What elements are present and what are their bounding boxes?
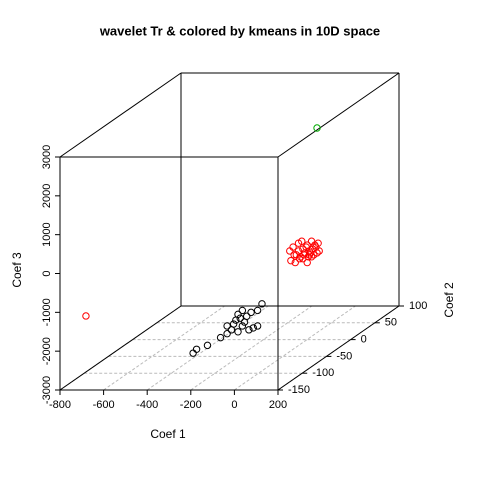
point bbox=[300, 251, 308, 259]
z-axis-label: Coef 3 bbox=[10, 252, 24, 288]
point bbox=[247, 308, 255, 317]
box-edge bbox=[59, 305, 182, 391]
grid-line bbox=[103, 305, 225, 391]
x-tick-label: 0 bbox=[231, 399, 237, 411]
grid-line bbox=[146, 305, 269, 391]
x-tick-label: -600 bbox=[93, 399, 115, 411]
grid-line bbox=[234, 305, 356, 391]
point bbox=[307, 253, 316, 261]
point bbox=[249, 324, 257, 332]
z-tick-label: -1000 bbox=[41, 298, 53, 326]
point bbox=[236, 314, 244, 322]
point bbox=[291, 258, 299, 267]
box-edge bbox=[277, 72, 400, 158]
x-tick-label: -800 bbox=[49, 399, 71, 411]
point bbox=[253, 306, 262, 315]
point bbox=[223, 322, 231, 330]
z-tick-label: 2000 bbox=[41, 184, 53, 208]
point bbox=[308, 245, 317, 253]
point bbox=[216, 333, 225, 342]
x-tick-label: -200 bbox=[180, 399, 202, 411]
point bbox=[238, 322, 247, 330]
point bbox=[299, 255, 307, 263]
box-edge bbox=[59, 72, 182, 158]
point bbox=[189, 349, 197, 357]
point bbox=[82, 312, 90, 320]
x-tick-label: -400 bbox=[136, 399, 158, 411]
point bbox=[311, 241, 319, 249]
y-tick-label: -150 bbox=[288, 384, 310, 396]
z-tick-label: 3000 bbox=[41, 145, 53, 169]
point bbox=[303, 258, 311, 267]
point bbox=[315, 247, 323, 255]
x-tick-label: 200 bbox=[269, 399, 287, 411]
point bbox=[234, 310, 242, 319]
chart-title: wavelet Tr & colored by kmeans in 10D sp… bbox=[99, 23, 380, 38]
point bbox=[298, 237, 306, 245]
y-tick-label: -50 bbox=[336, 350, 352, 362]
point bbox=[294, 247, 303, 255]
point bbox=[287, 256, 295, 265]
z-tick-label: 1000 bbox=[41, 222, 53, 246]
point bbox=[295, 255, 304, 263]
point bbox=[302, 243, 310, 251]
x-axis-label: Coef 1 bbox=[150, 427, 186, 441]
point bbox=[253, 322, 262, 330]
point bbox=[234, 328, 242, 336]
point bbox=[313, 124, 321, 132]
y-axis-label: Coef 2 bbox=[442, 282, 456, 318]
y-tick-label: 0 bbox=[361, 334, 367, 346]
point bbox=[243, 312, 251, 320]
point bbox=[289, 243, 297, 251]
point bbox=[229, 320, 238, 328]
point bbox=[238, 306, 247, 315]
point bbox=[203, 341, 212, 350]
point bbox=[290, 251, 298, 259]
point bbox=[313, 249, 321, 257]
z-tick-label: -2000 bbox=[41, 337, 53, 365]
point bbox=[305, 251, 314, 259]
box-edge bbox=[277, 305, 400, 391]
point bbox=[192, 345, 201, 353]
point bbox=[258, 300, 266, 308]
y-tick-label: 100 bbox=[409, 300, 427, 312]
z-tick-label: -3000 bbox=[41, 376, 53, 404]
grid-line bbox=[190, 305, 313, 391]
z-tick-label: 0 bbox=[41, 270, 53, 276]
point bbox=[245, 326, 253, 334]
y-tick-label: -100 bbox=[312, 367, 334, 379]
point bbox=[223, 330, 231, 338]
y-tick-label: 50 bbox=[385, 317, 397, 329]
